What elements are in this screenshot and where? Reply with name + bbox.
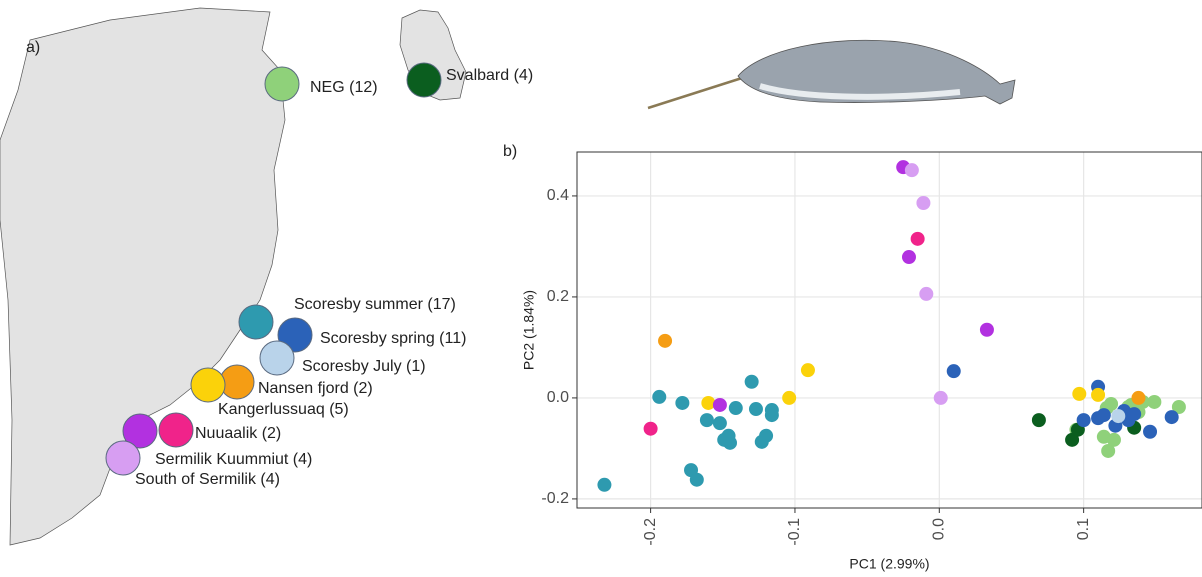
scatter-point: [1147, 395, 1161, 409]
y-tick-label: 0.4: [547, 187, 569, 204]
map-site-marker: [159, 413, 193, 447]
scatter-point: [597, 478, 611, 492]
scatter-point: [801, 363, 815, 377]
scatter-point: [644, 422, 658, 436]
scatter-point: [1143, 425, 1157, 439]
map-site-marker: [106, 441, 140, 475]
scatter-point: [1111, 409, 1125, 423]
map-site-label: Kangerlussuaq (5): [218, 401, 349, 418]
x-tick-label: 0.1: [1075, 518, 1092, 540]
scatter-point: [980, 323, 994, 337]
panel-label: a): [26, 39, 40, 56]
y-tick-label: 0.2: [547, 288, 569, 305]
scatter-point: [905, 163, 919, 177]
page: a) b) NEG (12) Svalbard (4) Scoresby summe…: [0, 0, 1202, 577]
scatter-point: [713, 416, 727, 430]
narwhal-illustration: [648, 40, 1015, 108]
scatter-point: [1032, 413, 1046, 427]
scatter-point: [919, 287, 933, 301]
y-tick-label: 0.0: [547, 389, 569, 406]
scatter-point: [911, 232, 925, 246]
scatter-point: [690, 473, 704, 487]
map-site-label: Svalbard (4): [446, 67, 533, 84]
scatter-point: [916, 196, 930, 210]
scatter-point: [1072, 387, 1086, 401]
map-site-label: NEG (12): [310, 79, 378, 96]
map-site-label: Scoresby July (1): [302, 358, 426, 375]
map-site-marker: [260, 341, 294, 375]
map-site-marker: [407, 63, 441, 97]
scatter-point: [729, 401, 743, 415]
map-site-label: South of Sermilik (4): [135, 471, 280, 488]
scatter-point: [749, 402, 763, 416]
scatter-point: [700, 413, 714, 427]
scatter-point: [658, 334, 672, 348]
x-tick-label: 0.0: [931, 518, 948, 540]
map-site-label: Nansen fjord (2): [258, 380, 373, 397]
map-site-label: Scoresby spring (11): [320, 330, 466, 347]
scatter-point: [652, 390, 666, 404]
scatter-point: [713, 398, 727, 412]
scatter-point: [1091, 388, 1105, 402]
map-site-label: Sermilik Kuummiut (4): [155, 451, 312, 468]
scatter-point: [1107, 433, 1121, 447]
scatter-point: [675, 396, 689, 410]
scatter-point: [765, 408, 779, 422]
scatter-point: [1165, 410, 1179, 424]
x-axis-label: PC1 (2.99%): [849, 556, 929, 572]
y-axis-label: PC2 (1.84%): [521, 290, 537, 370]
x-tick-label: -0.2: [642, 518, 659, 546]
scatter-point: [1097, 408, 1111, 422]
map-site-marker: [239, 305, 273, 339]
y-tick-label: -0.2: [541, 490, 569, 507]
map-site-marker: [265, 67, 299, 101]
scatter-point: [947, 364, 961, 378]
scatter-point: [1077, 413, 1091, 427]
scatter-point: [902, 250, 916, 264]
scatter-point: [934, 391, 948, 405]
panel-label: b): [503, 143, 517, 160]
scatter-point: [1127, 407, 1141, 421]
map-site-label: Scoresby summer (17): [294, 296, 456, 313]
scatter-point: [745, 375, 759, 389]
x-tick-label: -0.1: [786, 518, 803, 546]
scatter-point: [782, 391, 796, 405]
figure: a) b) NEG (12) Svalbard (4) Scoresby summe…: [0, 0, 1202, 577]
map-site-label: Nuuaalik (2): [195, 425, 281, 442]
scatter-point: [1131, 391, 1145, 405]
map-site-marker: [191, 368, 225, 402]
scatter-point: [722, 429, 736, 443]
scatter-point: [759, 429, 773, 443]
